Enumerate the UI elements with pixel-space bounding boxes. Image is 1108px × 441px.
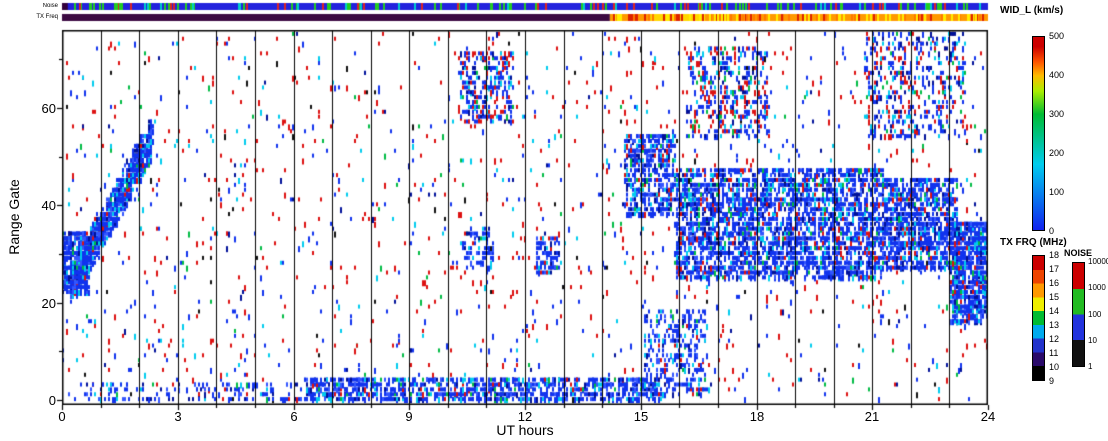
x-tick-label: 6 — [290, 409, 298, 424]
noise-colorbar-tick: 10000 — [1088, 257, 1108, 266]
wid-colorbar-title: WID_L (km/s) — [1000, 5, 1064, 16]
x-axis-label: UT hours — [496, 422, 554, 438]
x-tick-label: 18 — [749, 409, 765, 424]
txfrq-colorbar-tick: 9 — [1049, 376, 1055, 386]
x-tick-label: 3 — [174, 409, 182, 424]
txfrq-colorbar-tick: 17 — [1049, 264, 1060, 274]
x-tick-label: 24 — [980, 409, 996, 424]
noise-colorbar — [1072, 262, 1085, 367]
txfrq-colorbar-tick: 13 — [1049, 320, 1060, 330]
txfrq-colorbar-title: TX FRQ (MHz) — [1000, 237, 1067, 248]
wid-colorbar-tick: 0 — [1049, 226, 1055, 236]
wid-colorbar-tick: 100 — [1049, 187, 1065, 197]
x-tick-label: 0 — [58, 409, 66, 424]
x-tick-label: 21 — [864, 409, 880, 424]
wid-colorbar-tick: 400 — [1049, 70, 1065, 80]
txfrq-colorbar — [1032, 255, 1045, 381]
txfrq-colorbar-tick: 15 — [1049, 292, 1060, 302]
y-axis-label: Range Gate — [6, 179, 22, 255]
noise-colorbar-tick: 10 — [1088, 336, 1097, 345]
wid-colorbar-tick: 200 — [1049, 148, 1065, 158]
wid-colorbar-tick: 500 — [1049, 31, 1065, 41]
txfrq-colorbar-tick: 10 — [1049, 362, 1060, 372]
txfrq-colorbar-tick: 18 — [1049, 250, 1060, 260]
x-tick-label: 9 — [405, 409, 413, 424]
y-tick-label: 60 — [41, 101, 56, 116]
txfrq-colorbar-tick: 12 — [1049, 334, 1060, 344]
txfreq-strip-label: TX Freq — [36, 14, 58, 20]
noise-colorbar-tick: 100 — [1088, 310, 1102, 319]
txfrq-colorbar-tick: 11 — [1049, 348, 1059, 358]
wid-colorbar — [1032, 36, 1045, 231]
y-tick-label: 40 — [41, 198, 56, 213]
txfrq-colorbar-tick: 16 — [1049, 278, 1060, 288]
y-tick-label: 20 — [41, 296, 56, 311]
noise-colorbar-tick: 1 — [1088, 362, 1093, 371]
wid-colorbar-tick: 300 — [1049, 109, 1065, 119]
x-tick-label: 12 — [517, 409, 533, 424]
x-tick-label: 15 — [633, 409, 649, 424]
noise-colorbar-title: NOISE — [1064, 248, 1093, 258]
noise-colorbar-tick: 1000 — [1088, 283, 1106, 292]
txfrq-colorbar-tick: 14 — [1049, 306, 1060, 316]
y-tick-label: 0 — [48, 393, 56, 408]
noise-strip-label: Noise — [42, 3, 58, 9]
